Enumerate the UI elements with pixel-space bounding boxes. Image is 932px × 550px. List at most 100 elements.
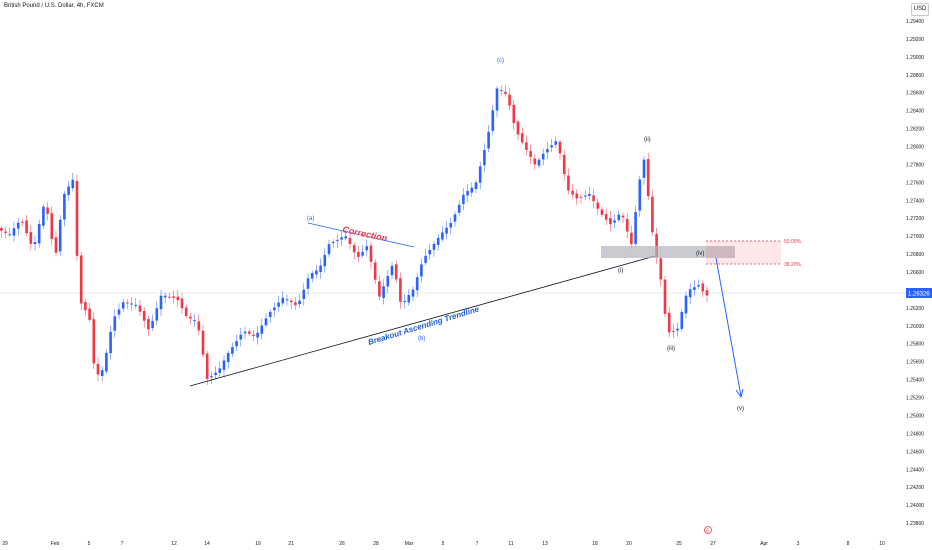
candle-body [21,221,24,223]
candle-body [218,368,222,373]
candle-body [600,209,604,215]
resistance-zone [601,246,735,258]
price-tick-label: 1.28600 [906,91,924,97]
candle-body [214,372,217,375]
candle-body [386,276,390,287]
price-tick-label: 1.27600 [906,180,924,186]
candle-body [609,218,612,225]
candle-body [390,265,394,276]
time-tick-label: 28 [373,541,379,547]
candle-body [4,231,7,233]
event-marker-glyph: 6 [706,528,709,534]
candle-body [46,207,49,214]
candle-body [630,232,633,245]
candle-body [365,246,369,251]
candle-body [285,299,289,301]
time-tick-label: Apr [760,541,768,547]
candle-body [315,270,318,275]
wave-iii-label: (iii) [667,346,675,352]
current-price-text: 1.26326 [908,292,930,298]
wave-v-label: (v) [737,406,744,412]
candle-body [243,331,247,334]
candle-body [621,215,625,218]
price-tick-label: 1.26200 [906,306,924,312]
candle-body [466,191,469,196]
wave-i-label: (i) [618,268,623,274]
wave-ii-label: (ii) [644,137,651,143]
candle-body [491,110,495,131]
candle-body [693,287,696,290]
candle-body [487,131,490,149]
price-tick-label: 1.25600 [906,360,924,366]
candle-body [378,281,381,297]
price-tick-label: 1.27200 [906,216,924,222]
price-tick-label: 1.27400 [906,198,924,204]
candle-body [411,289,415,297]
wave-c-label: (c) [497,58,504,64]
correction-label: Correction [342,224,389,243]
fib-zone [706,241,781,264]
price-tick-label: 1.25400 [906,378,924,384]
candle-body [651,196,654,233]
time-axis[interactable]: 29 Feb 5 7 12 14 19 21 26 28 Mar 5 7 11 13 18 20 25 27 Apr 3… [2,541,885,547]
candle-body [625,218,629,232]
candle-body [58,219,62,252]
candle-body [457,204,461,213]
candle-body [100,370,104,377]
candle-body [672,330,675,332]
candle-body [197,321,201,331]
candle-body [348,237,352,244]
wave-a-label: (a) [307,216,314,222]
candle-body [25,220,28,234]
candle-body [394,264,398,280]
candle-body [705,290,709,296]
ascending-trendline [189,255,656,387]
candle-body [441,232,444,240]
candle-body [550,145,553,148]
candle-body [684,295,688,314]
price-axis[interactable]: 1.29400 1.29200 1.29000 1.28800 1.28600 1.284… [906,19,924,527]
candle-body [319,265,322,272]
candle-body [579,196,583,198]
time-tick-label: 5 [442,541,445,547]
candle-body [12,228,16,236]
candle-body [210,376,213,378]
time-tick-label: 29 [2,541,8,547]
price-tick-label: 1.29000 [906,55,924,61]
candle-body [596,202,600,209]
candle-body [613,220,616,223]
candle-body [495,88,499,111]
candle-body [445,227,448,234]
event-marker-icon[interactable] [704,526,712,534]
candle-body [42,206,45,226]
candle-body [92,319,96,364]
price-tick-label: 1.24000 [906,503,924,509]
candle-body [310,273,314,279]
candle-body [306,278,310,289]
candle-body [16,222,20,229]
candle-body [462,194,465,204]
candle-body [193,320,196,322]
candle-body [109,331,112,354]
currency-button[interactable]: USD [911,3,929,16]
price-tick-label: 1.29200 [906,37,924,43]
wave-iv-label: (iv) [696,251,704,257]
time-tick-label: 19 [255,541,261,547]
fib-50-label: 50.00% [784,239,802,245]
candle-body [567,175,570,191]
candle-body [201,330,205,355]
candle-body [247,331,251,334]
candle-body [588,193,591,196]
time-tick-label: 21 [288,541,294,547]
candle-body [407,295,411,303]
time-tick-label: 13 [542,541,548,547]
time-tick-label: 12 [171,541,177,547]
candle-body [340,237,343,240]
candle-body [436,237,440,245]
candle-body [88,308,91,320]
candle-body [604,214,608,220]
price-tick-label: 1.26000 [906,324,924,330]
candle-body [113,316,117,331]
time-tick-label: 7 [476,541,479,547]
